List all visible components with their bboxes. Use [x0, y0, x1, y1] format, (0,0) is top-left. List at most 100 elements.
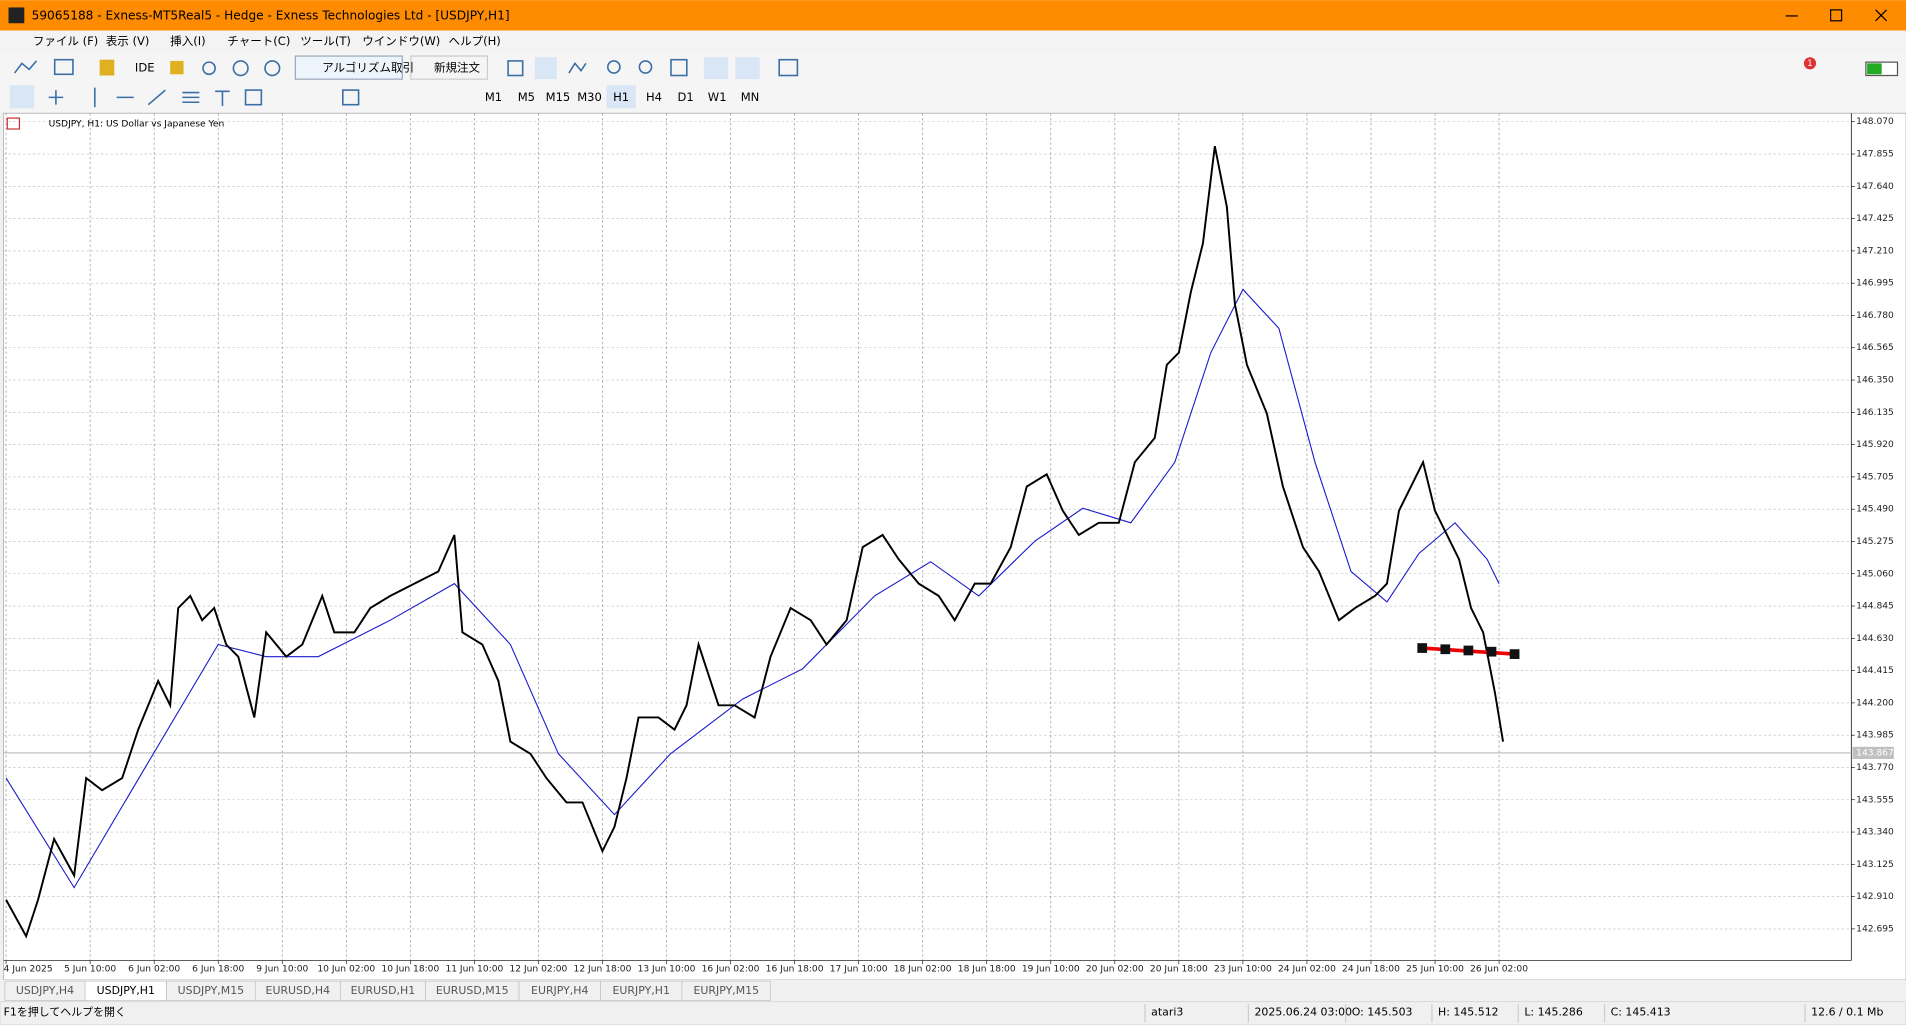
timeframe-button[interactable]: M15: [546, 90, 571, 104]
menu-item[interactable]: ツール(T): [300, 34, 351, 48]
tab-label[interactable]: EURUSD,M15: [436, 984, 509, 997]
y-tick-label: 143.125: [1856, 860, 1894, 870]
x-tick-label: 18 Jun 02:00: [894, 964, 952, 974]
algo-trading-label[interactable]: アルゴリズム取引: [322, 61, 414, 75]
new-order-label[interactable]: 新規注文: [434, 61, 481, 75]
notification-badge[interactable]: [1803, 57, 1817, 70]
status-field: 2025.06.24 03:00: [1254, 1006, 1352, 1019]
tab-label[interactable]: EURJPY,H1: [612, 984, 669, 997]
trend-object: [1417, 643, 1520, 659]
timeframe-button[interactable]: M5: [518, 90, 535, 104]
x-tick-label: 13 Jun 10:00: [638, 964, 696, 974]
y-tick-label: 146.995: [1856, 279, 1894, 289]
timeframe-button[interactable]: M1: [485, 90, 502, 104]
menu: ファイル (F) 表示 (V) 挿入(I) チャート(C) ツール(T) ウインドウ(W)…: [33, 34, 501, 48]
bar-chart-icon[interactable]: [507, 60, 524, 77]
cloud-icon[interactable]: [232, 60, 249, 77]
tab-label[interactable]: EURUSD,H4: [266, 984, 331, 997]
signals-icon[interactable]: [170, 60, 184, 75]
menu-item[interactable]: ウインドウ(W): [362, 34, 440, 48]
y-tick-label: 147.640: [1856, 182, 1894, 192]
cursor-tool[interactable]: [9, 85, 35, 109]
price-line: [5, 145, 1505, 939]
shape-tools[interactable]: [244, 89, 263, 106]
tab-label[interactable]: EURJPY,M15: [693, 984, 759, 997]
zoom-in-icon[interactable]: [606, 60, 621, 74]
timeframe-button[interactable]: M30: [577, 90, 602, 104]
timeframe-button[interactable]: MN: [741, 90, 760, 104]
x-tick-label: 10 Jun 02:00: [317, 964, 375, 974]
x-tick-label: 6 Jun 18:00: [192, 964, 244, 974]
battery-level: [1867, 63, 1882, 75]
drawing-tools[interactable]: [48, 87, 230, 108]
x-tick-label: 24 Jun 02:00: [1278, 964, 1336, 974]
x-tick-label: 9 Jun 10:00: [256, 964, 308, 974]
y-tick-label: 145.490: [1856, 505, 1894, 515]
y-tick-label: 142.695: [1856, 924, 1894, 934]
menu-item[interactable]: 表示 (V): [106, 34, 150, 48]
screenshot-icon[interactable]: [778, 58, 799, 77]
menu-item[interactable]: ファイル (F): [33, 34, 98, 48]
status-field: F1を押してヘルプを開く: [4, 1005, 126, 1019]
active-timeframe: [606, 85, 636, 109]
x-tick-label: 19 Jun 10:00: [1022, 964, 1080, 974]
toolbars: [0, 52, 1906, 112]
plot: 148.070 147.855 147.640 147.425 147.210 146.9…: [4, 113, 1894, 974]
timeframe-button[interactable]: H1: [613, 90, 629, 104]
x-tick-label: 5 Jun 10:00: [64, 964, 116, 974]
tab-label[interactable]: USDJPY,H1: [97, 984, 155, 997]
close-button[interactable]: [1875, 9, 1887, 22]
vps-icon[interactable]: [264, 60, 281, 77]
tabs: USDJPY,H4 USDJPY,H1 USDJPY,M15 EURUSD,H4 EUR…: [4, 980, 771, 1001]
menu-item[interactable]: 挿入(I): [170, 34, 205, 48]
x-tick-label: 10 Jun 18:00: [381, 964, 439, 974]
chart-icon: [6, 117, 21, 130]
timeframe-button[interactable]: D1: [677, 90, 693, 104]
x-tick-label: 17 Jun 10:00: [830, 964, 888, 974]
zoom-out-icon[interactable]: [638, 60, 653, 74]
tab-label[interactable]: USDJPY,M15: [178, 984, 244, 997]
line-icon[interactable]: [568, 62, 587, 74]
candle-icon[interactable]: [534, 57, 557, 80]
tile-icon[interactable]: [670, 58, 688, 77]
radio-icon[interactable]: [202, 61, 216, 76]
tab-label[interactable]: EURUSD,H1: [351, 984, 416, 997]
chart-area: [3, 112, 1906, 981]
tab-label[interactable]: EURJPY,H4: [531, 984, 588, 997]
y-tick-label: 143.340: [1856, 828, 1894, 838]
y-tick-label: 144.200: [1856, 698, 1894, 708]
new-chart-icon[interactable]: [53, 58, 74, 76]
menu-item[interactable]: ヘルプ(H): [449, 34, 501, 48]
timeframe-button[interactable]: W1: [708, 90, 727, 104]
x-tick-label: 23 Jun 10:00: [1214, 964, 1272, 974]
tab-label[interactable]: USDJPY,H4: [16, 984, 74, 997]
anchor: [1509, 649, 1520, 659]
shift-icon[interactable]: [735, 57, 760, 80]
algo-trading-button[interactable]: [294, 55, 403, 80]
ide-button[interactable]: IDE: [135, 61, 155, 75]
scroll-icon[interactable]: [703, 57, 729, 80]
x-tick-label: 12 Jun 02:00: [509, 964, 567, 974]
chart-title: USDJPY, H1: US Dollar vs Japanese Yen: [49, 120, 225, 130]
maximize-button[interactable]: [1830, 9, 1843, 22]
x-tick-label: 26 Jun 02:00: [1470, 964, 1528, 974]
x-tick-label: 6 Jun 02:00: [128, 964, 180, 974]
title-bar: [0, 0, 1906, 31]
anchor: [1440, 644, 1451, 655]
tab[interactable]: [681, 980, 771, 1001]
timeframe-button[interactable]: H4: [646, 90, 662, 104]
x-tick-label: 16 Jun 02:00: [702, 964, 760, 974]
market-icon[interactable]: [99, 59, 115, 76]
y-tick-label: 146.780: [1856, 311, 1894, 321]
x-tick-label: 12 Jun 18:00: [574, 964, 632, 974]
timeframes: M1 M5 M15 M30 H1 H4 D1 W1 MN: [485, 85, 760, 109]
y-tick-label: 143.770: [1856, 763, 1894, 773]
new-order-button[interactable]: [410, 55, 489, 80]
x-tick-label: 4 Jun 2025: [4, 964, 53, 974]
window-title: 59065188 - Exness-MT5Real5 - Hedge - Exn…: [32, 8, 510, 22]
menu-item[interactable]: チャート(C): [227, 34, 290, 48]
more-tools[interactable]: [341, 89, 360, 106]
chart-type-icon[interactable]: [13, 60, 38, 74]
status-field: H: 145.512: [1438, 1006, 1499, 1019]
